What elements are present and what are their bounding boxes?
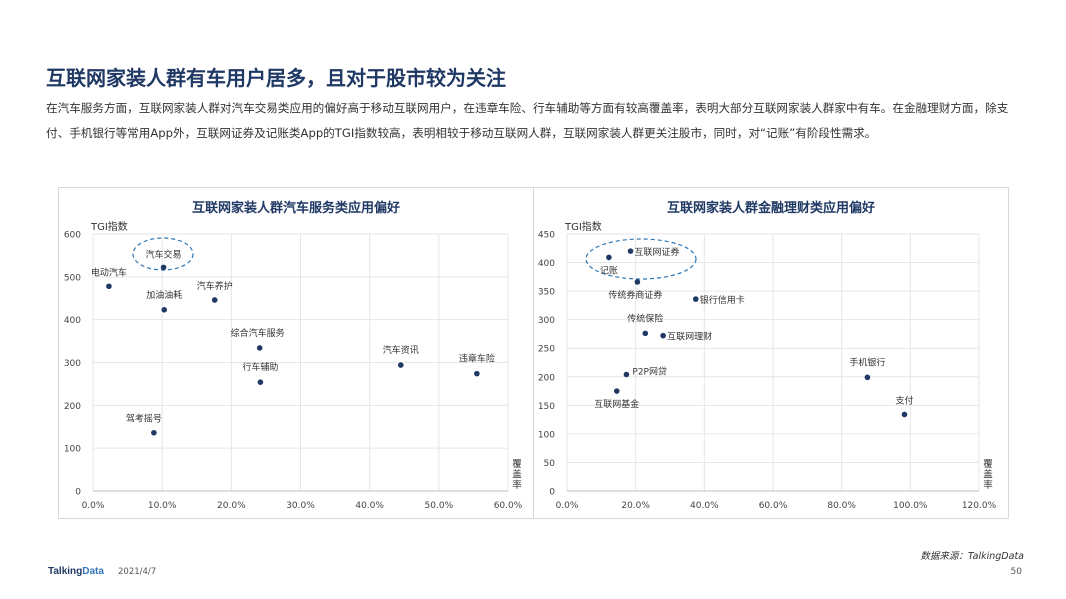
y-tick-label: 0: [549, 488, 555, 498]
data-point-label: 综合汽车服务: [231, 327, 285, 339]
data-point-label: 电动汽车: [91, 266, 127, 278]
data-point-label: 互联网理财: [667, 331, 712, 343]
data-point-label: 支付: [895, 394, 913, 406]
y-axis-label: TGI指数: [564, 220, 602, 233]
highlight-ellipse: [585, 238, 697, 280]
page-description: 在汽车服务方面，互联网家装人群对汽车交易类应用的偏好高于移动互联网用户，在违章车…: [46, 101, 1009, 140]
data-point-label: 传统券商证券: [608, 289, 662, 301]
y-tick-label: 600: [64, 231, 81, 241]
x-tick-label: 80.0%: [827, 501, 856, 511]
y-tick-label: 0: [75, 488, 81, 498]
x-tick-label: 120.0%: [962, 501, 997, 511]
data-point-label: 违章车险: [459, 353, 495, 365]
logo-text-b: Data: [82, 566, 104, 577]
y-tick-label: 150: [538, 402, 555, 412]
y-tick-label: 500: [64, 273, 81, 283]
data-point: [474, 370, 480, 377]
y-tick-label: 300: [64, 359, 81, 369]
y-tick-label: 300: [538, 316, 555, 326]
data-point: [257, 379, 264, 386]
y-tick-label: 50: [544, 459, 556, 469]
chart-title: 互联网家装人群汽车服务类应用偏好: [192, 200, 400, 216]
x-axis-label: 覆盖率: [512, 459, 522, 491]
data-point: [151, 429, 157, 436]
data-point: [634, 279, 641, 285]
data-point: [613, 388, 620, 394]
y-tick-label: 200: [64, 402, 81, 412]
x-tick-label: 20.0%: [217, 501, 246, 511]
data-point: [256, 345, 263, 351]
data-point: [211, 297, 218, 303]
data-point-label: 传统保险: [627, 312, 663, 324]
data-point-label: 驾考摇号: [126, 413, 162, 425]
data-point: [642, 330, 649, 337]
y-tick-label: 450: [538, 231, 555, 241]
y-axis-label: TGI指数: [90, 220, 128, 233]
x-axis-label: 覆盖率: [983, 459, 993, 491]
x-tick-label: 40.0%: [690, 501, 719, 511]
x-tick-label: 20.0%: [621, 501, 650, 511]
car-service-chart-panel: 互联网家装人群汽车服务类应用偏好 0 100 200 300 400 500 600 0.0% 1…: [58, 187, 534, 519]
logo-text-a: Talking: [48, 566, 83, 577]
data-point: [660, 332, 666, 339]
page-title: 互联网家装人群有车用户居多，且对于股市较为关注: [46, 66, 506, 90]
x-tick-label: 0.0%: [82, 501, 105, 511]
data-point-label: 行车辅助: [242, 361, 278, 373]
x-tick-label: 50.0%: [425, 501, 454, 511]
data-point: [864, 374, 871, 381]
data-point-label: P2P网贷: [632, 365, 667, 377]
data-point-label: 银行信用卡: [700, 294, 745, 306]
data-point-label: 汽车养护: [197, 280, 233, 292]
car-service-scatter-chart: 互联网家装人群汽车服务类应用偏好 0 100 200 300 400 500 600 0.0% 1…: [64, 200, 523, 511]
finance-scatter-chart: 互联网家装人群金融理财类应用偏好 0 50 100 150 200 250 300 350 400…: [538, 200, 997, 511]
data-source: 数据来源：TalkingData: [920, 551, 1024, 562]
y-tick-label: 250: [538, 345, 555, 355]
data-point: [623, 371, 630, 378]
data-point: [160, 264, 167, 271]
y-tick-label: 100: [64, 445, 81, 455]
data-point: [397, 362, 404, 368]
data-point: [692, 296, 699, 302]
data-point: [627, 248, 634, 254]
data-point: [106, 283, 112, 290]
data-point: [161, 307, 168, 313]
x-tick-label: 0.0%: [556, 501, 579, 511]
talkingdata-logo: TalkingData: [48, 566, 104, 577]
x-tick-label: 60.0%: [494, 501, 523, 511]
x-tick-label: 100.0%: [893, 501, 928, 511]
data-point-label: 汽车资讯: [383, 344, 419, 356]
finance-chart-panel: 互联网家装人群金融理财类应用偏好 0 50 100 150 200 250 300 350 400…: [533, 187, 1009, 519]
page-number: 50: [1010, 567, 1022, 577]
x-tick-label: 40.0%: [355, 501, 384, 511]
data-point: [901, 411, 908, 418]
x-tick-label: 30.0%: [286, 501, 315, 511]
y-tick-label: 200: [538, 373, 555, 383]
data-point-label: 手机银行: [849, 356, 885, 368]
y-tick-label: 350: [538, 288, 555, 298]
data-point-label: 汽车交易: [146, 248, 182, 260]
y-tick-label: 100: [538, 430, 555, 440]
data-point-label: 互联网证券: [635, 246, 680, 258]
x-tick-label: 60.0%: [759, 501, 788, 511]
report-date: 2021/4/7: [118, 567, 157, 577]
y-tick-label: 400: [64, 316, 81, 326]
data-point: [606, 254, 612, 261]
x-tick-label: 10.0%: [148, 501, 177, 511]
y-tick-label: 400: [538, 259, 555, 269]
data-point-label: 记账: [600, 265, 618, 276]
data-point-label: 互联网基金: [594, 398, 639, 410]
data-point-label: 加油油耗: [146, 289, 182, 301]
chart-title: 互联网家装人群金融理财类应用偏好: [667, 200, 875, 216]
